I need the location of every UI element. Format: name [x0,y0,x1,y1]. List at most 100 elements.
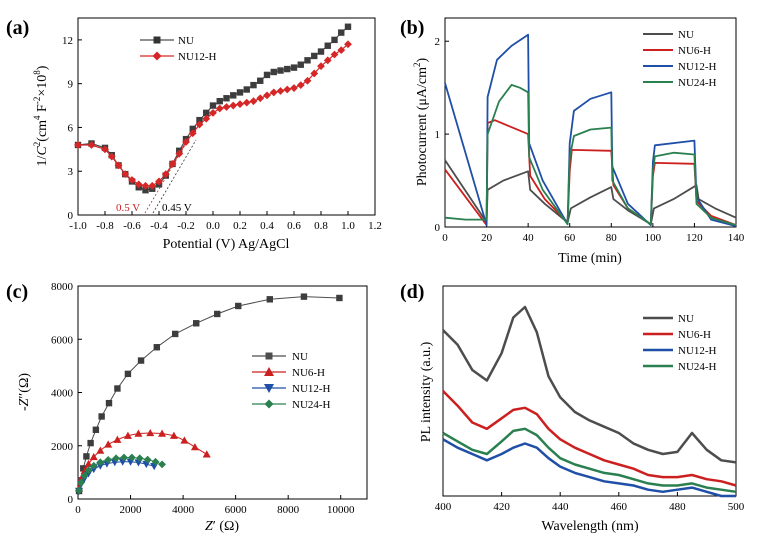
panel-a-xlabel: Potential (V) Ag/AgCl [163,237,290,252]
data-point [304,57,311,64]
data-point [284,65,291,73]
panel-d-ticks: 400 420 440 460 480 500 [435,492,745,513]
y-tick-label: 0 [68,494,74,506]
data-point [236,89,244,96]
panel-b-frame [444,17,737,228]
c-ylabel-p1: ″ [17,393,32,399]
panel-a-annot-045v: 0.45 V [162,202,192,214]
data-point [297,61,304,68]
data-point [243,86,250,93]
data-point [296,81,305,90]
data-point [242,98,251,107]
data-point [193,320,200,327]
series-line-nu [444,159,737,226]
data-point [209,108,217,117]
data-point [337,46,346,55]
data-point [317,62,325,71]
legend-d-nu24h: NU24-H [678,361,717,373]
x-tick-label: 10000 [327,504,355,516]
data-point [120,453,128,462]
x-tick-label: 0 [75,504,81,516]
x-tick-label: 400 [435,501,452,513]
panel-b-ticks: 0 20 40 60 80 100 120 140 0 1 2 [435,36,745,244]
data-point [83,453,90,460]
data-point [190,443,199,451]
panel-d-legend: NU NU6-H NU12-H NU24-H [643,313,717,373]
b-ylabel-p2: ) [415,58,430,63]
x-tick-label: 0.2 [233,220,247,232]
x-tick-label: 8000 [277,504,300,516]
data-point [277,67,284,74]
data-point [87,439,94,447]
series-line-nu12-h [442,438,736,498]
y-tick-label: 8000 [51,281,74,293]
legend-a-nu12h-marker [152,51,162,61]
data-point [148,181,157,190]
a-ylabel-p2: 2 [32,142,42,147]
data-point [336,294,343,302]
x-tick-label: -0.8 [96,220,114,232]
y-tick-label: 0 [435,222,441,234]
data-point [263,91,271,100]
panel-b-plot-area [444,33,737,227]
c-xlabel-p1: ′ (Ω) [213,519,240,534]
data-point [112,454,120,463]
data-point [188,129,197,138]
data-point [134,180,143,189]
data-point [257,77,264,84]
data-point [137,357,145,364]
data-point [113,435,122,443]
panel-b-xlabel: Time (min) [558,251,622,266]
svg-text:Photocurrent (μA/cm2): Photocurrent (μA/cm2) [412,58,430,187]
data-point [135,454,144,463]
y-tick-label: 0 [68,210,74,222]
series-line-nu24-h [444,84,737,226]
data-point [230,92,237,99]
data-point [142,186,149,194]
data-point [96,446,105,454]
x-tick-label: 1.0 [341,220,355,232]
data-point [290,64,298,71]
x-tick-label: 120 [686,232,703,244]
data-point [269,88,278,97]
data-point [128,176,136,184]
legend-a-nu12h: NU12-H [178,51,217,63]
series-line-nu12-h [444,33,737,227]
legend-a-nu: NU [178,35,194,47]
data-point [169,431,178,439]
data-point [209,102,217,109]
series-line-nu6-h [78,432,207,489]
legend-c-nu6h-marker [264,367,274,376]
x-tick-label: 2000 [120,504,143,516]
x-tick-label: 6000 [225,504,248,516]
a-ylabel-p1: C [35,146,50,156]
x-tick-label: 140 [728,232,745,244]
data-point [92,426,100,433]
panel-c-label: (c) [6,281,28,303]
data-point [236,100,244,108]
data-point [331,36,338,44]
y-tick-label: 3 [68,166,74,178]
data-point [270,68,277,76]
data-point [215,104,224,113]
c-ylabel-p2: (Ω) [17,373,32,393]
x-tick-label: 0.6 [287,220,301,232]
a-ylabel-p4: 4 [32,115,42,120]
data-point [250,81,257,89]
data-point [107,152,116,161]
series-line-nu24-h [78,457,163,491]
data-point [80,465,87,472]
panel-a-ylabel: 1/C2(cm4 F-2×108) [32,65,50,166]
data-point [127,453,136,462]
data-point [155,177,163,186]
data-point [158,460,166,469]
legend-c-nu12h-marker [264,384,274,393]
panel-a-label: (a) [6,17,29,39]
data-point [202,114,211,123]
data-point [330,50,339,59]
x-tick-label: 1.2 [368,220,382,232]
legend-b-nu: NU [678,29,694,41]
panel-c: (c) 0 2000 4000 6000 8000 10000 0 2000 4000 6000 8… [6,281,368,534]
data-point [105,399,113,407]
data-point [303,76,312,85]
